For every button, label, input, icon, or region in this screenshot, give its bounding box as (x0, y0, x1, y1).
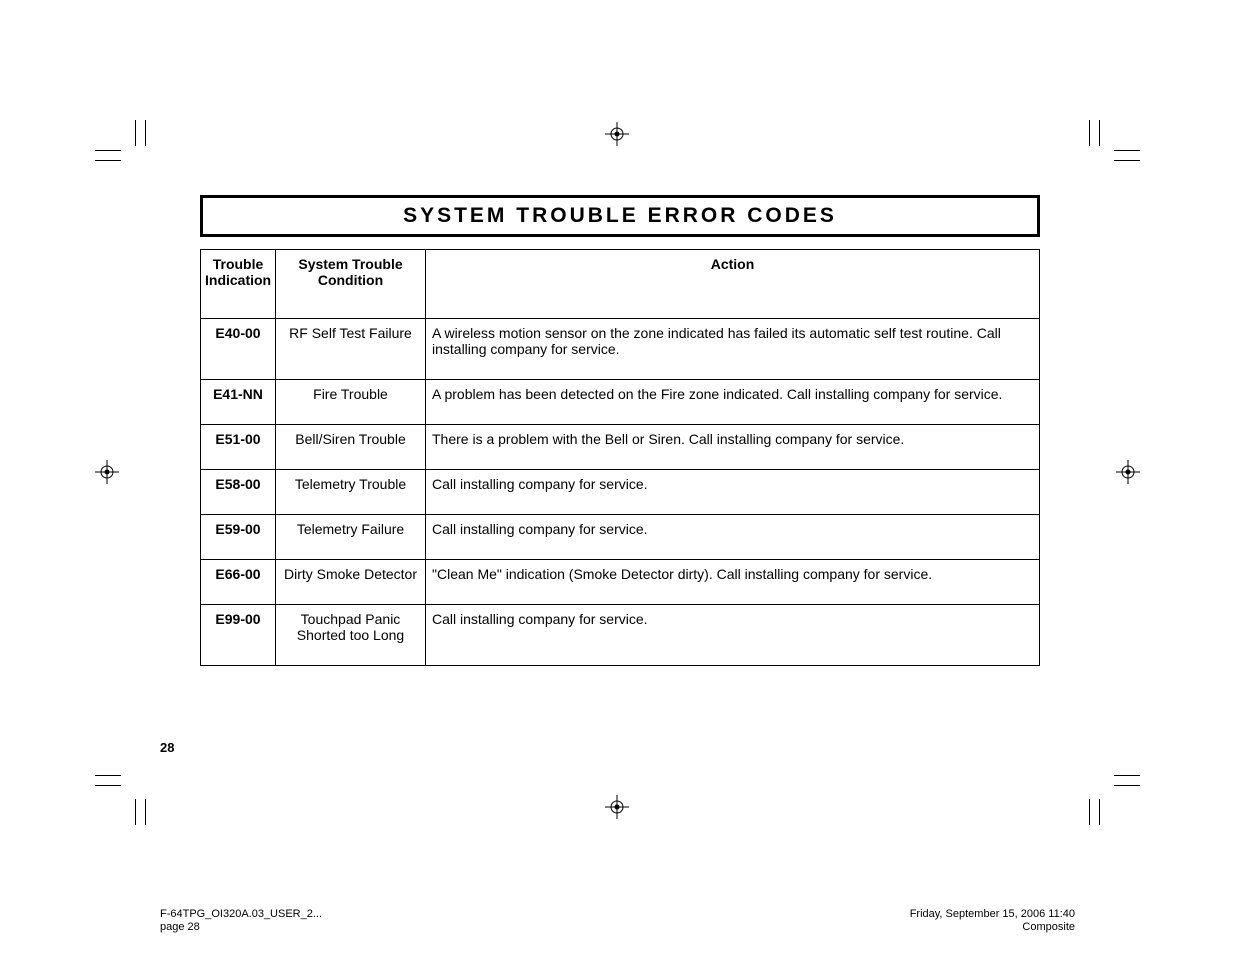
registration-mark-right (1116, 460, 1140, 484)
table-row: E66-00Dirty Smoke Detector"Clean Me" ind… (201, 560, 1040, 605)
cell-condition: RF Self Test Failure (276, 319, 426, 380)
cell-action: Call installing company for service. (426, 605, 1040, 666)
crop-mark-tl (95, 120, 145, 170)
crop-mark-tr (1090, 120, 1140, 170)
cell-indication: E58-00 (201, 470, 276, 515)
table-row: E58-00Telemetry TroubleCall installing c… (201, 470, 1040, 515)
table-row: E40-00RF Self Test FailureA wireless mot… (201, 319, 1040, 380)
cell-condition: Touchpad Panic Shorted too Long (276, 605, 426, 666)
page-title: SYSTEM TROUBLE ERROR CODES (200, 195, 1040, 237)
table-row: E41-NNFire TroubleA problem has been det… (201, 380, 1040, 425)
registration-mark-bottom (605, 795, 629, 819)
col-header-condition: System Trouble Condition (276, 250, 426, 319)
cell-indication: E66-00 (201, 560, 276, 605)
footer-composite: Composite (910, 921, 1075, 934)
cell-action: A problem has been detected on the Fire … (426, 380, 1040, 425)
cell-condition: Bell/Siren Trouble (276, 425, 426, 470)
table-row: E51-00Bell/Siren TroubleThere is a probl… (201, 425, 1040, 470)
cell-condition: Telemetry Trouble (276, 470, 426, 515)
footer-filename: F-64TPG_OI320A.03_USER_2... (160, 908, 322, 921)
cell-condition: Telemetry Failure (276, 515, 426, 560)
cell-indication: E51-00 (201, 425, 276, 470)
cell-indication: E41-NN (201, 380, 276, 425)
cell-indication: E99-00 (201, 605, 276, 666)
cell-action: There is a problem with the Bell or Sire… (426, 425, 1040, 470)
footer-left: F-64TPG_OI320A.03_USER_2... page 28 (160, 908, 322, 934)
footer-right: Friday, September 15, 2006 11:40 Composi… (910, 908, 1075, 934)
cell-action: Call installing company for service. (426, 515, 1040, 560)
error-codes-table: Trouble Indication System Trouble Condit… (200, 249, 1040, 666)
cell-indication: E40-00 (201, 319, 276, 380)
cell-indication: E59-00 (201, 515, 276, 560)
col-header-action: Action (426, 250, 1040, 319)
crop-mark-bl (95, 775, 145, 825)
footer-datetime: Friday, September 15, 2006 11:40 (910, 908, 1075, 921)
cell-action: "Clean Me" indication (Smoke Detector di… (426, 560, 1040, 605)
cell-condition: Fire Trouble (276, 380, 426, 425)
page-number: 28 (160, 740, 174, 755)
crop-mark-br (1090, 775, 1140, 825)
cell-action: Call installing company for service. (426, 470, 1040, 515)
registration-mark-top (605, 122, 629, 146)
cell-condition: Dirty Smoke Detector (276, 560, 426, 605)
table-header-row: Trouble Indication System Trouble Condit… (201, 250, 1040, 319)
registration-mark-left (95, 460, 119, 484)
footer-page: page 28 (160, 921, 322, 934)
page-content: SYSTEM TROUBLE ERROR CODES Trouble Indic… (200, 195, 1040, 666)
col-header-indication: Trouble Indication (201, 250, 276, 319)
table-row: E59-00Telemetry FailureCall installing c… (201, 515, 1040, 560)
table-row: E99-00Touchpad Panic Shorted too LongCal… (201, 605, 1040, 666)
cell-action: A wireless motion sensor on the zone ind… (426, 319, 1040, 380)
